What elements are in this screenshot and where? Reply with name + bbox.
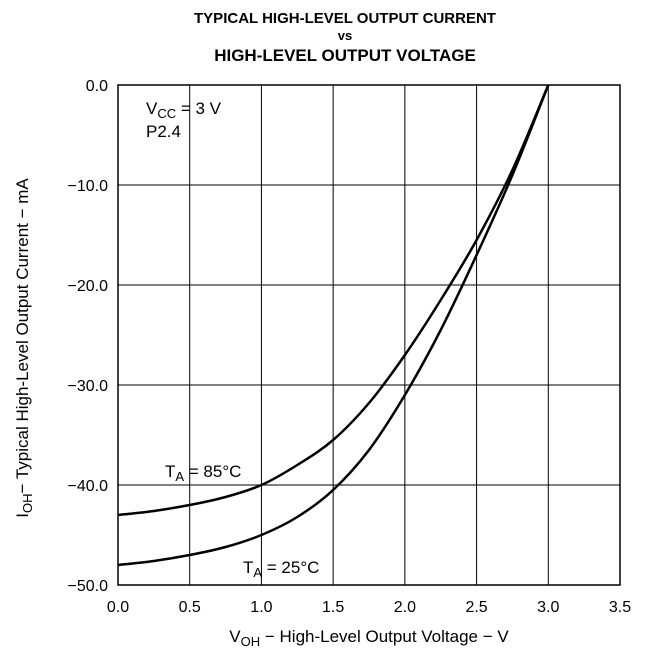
y-tick-label: −10.0	[68, 178, 109, 195]
series-label-25c: TA = 25°C	[243, 558, 319, 580]
plot-frame	[117, 84, 621, 586]
y-tick-label: −40.0	[68, 478, 109, 495]
x-tick-label: 2.5	[465, 599, 487, 616]
y-tick-label: −30.0	[68, 378, 109, 395]
x-tick-labels: 0.0 0.5 1.0 1.5 2.0 2.5 3.0 3.5	[107, 599, 631, 616]
y-tick-label: −20.0	[68, 278, 109, 295]
title-line-0: TYPICAL HIGH-LEVEL OUTPUT CURRENT	[194, 10, 496, 27]
x-tick-label: 1.5	[322, 599, 344, 616]
plot-border	[117, 84, 621, 586]
series	[117, 84, 550, 567]
grid	[118, 85, 620, 585]
series-line-0	[117, 84, 550, 517]
x-axis-label: VOH − High-Level Output Voltage − V	[229, 627, 509, 649]
title-line-2: HIGH-LEVEL OUTPUT VOLTAGE	[214, 46, 476, 65]
series-label-85c: TA = 85°C	[165, 462, 241, 484]
condition-vcc: VCC = 3 V	[146, 99, 222, 121]
condition-pin: P2.4	[146, 122, 181, 141]
x-tick-label: 1.0	[250, 599, 272, 616]
y-axis-label: IOH− Typical High-Level Output Current −…	[13, 178, 35, 518]
x-tick-label: 3.5	[609, 599, 631, 616]
x-tick-label: 0.5	[179, 599, 201, 616]
x-tick-label: 2.0	[394, 599, 416, 616]
y-tick-label: −50.0	[68, 578, 109, 595]
y-tick-label: 0.0	[86, 78, 108, 95]
title-line-1: vs	[338, 28, 352, 43]
x-tick-label: 3.0	[537, 599, 559, 616]
annotations: VCC = 3 VP2.4 TA = 85°C TA = 25°C	[146, 99, 319, 580]
axis-labels: VOH − High-Level Output Voltage − V IOH− …	[13, 178, 509, 649]
series-line-1	[117, 84, 550, 567]
x-tick-label: 0.0	[107, 599, 129, 616]
y-tick-labels: 0.0 −10.0 −20.0 −30.0 −40.0 −50.0	[68, 78, 109, 595]
